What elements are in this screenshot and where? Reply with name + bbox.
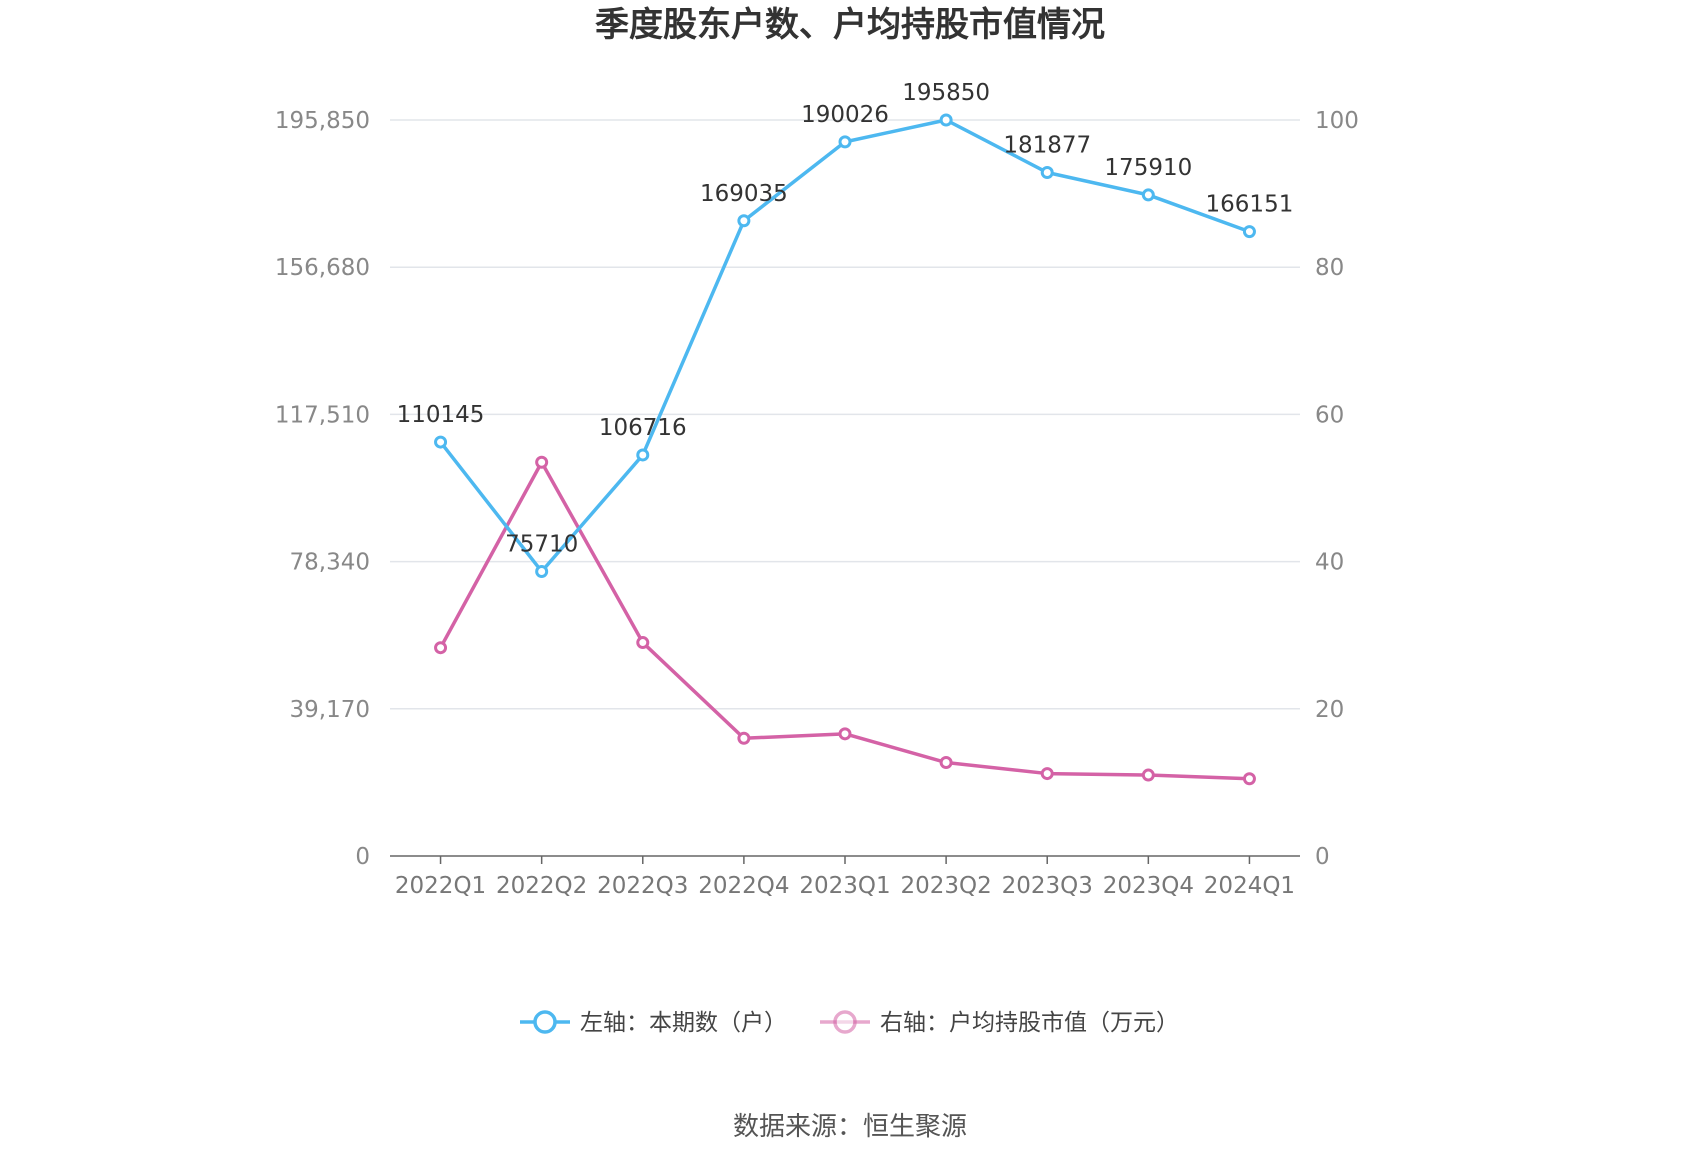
left-tick-label: 39,170 <box>290 697 370 723</box>
legend-label-left: 左轴：本期数（户） <box>580 1010 787 1036</box>
left-tick-label: 156,680 <box>275 255 370 281</box>
data-point-left <box>737 214 751 228</box>
x-tick-label: 2022Q1 <box>395 873 486 899</box>
x-tick-label: 2022Q4 <box>698 873 789 899</box>
data-point-left <box>535 564 549 578</box>
series-layer: 110145 75710 106716 169035 190026 195850 18187… <box>397 80 1294 786</box>
data-point-right <box>535 455 549 469</box>
right-tick-label: 40 <box>1315 550 1344 576</box>
x-axis: 2022Q1 2022Q2 2022Q3 2022Q4 2023Q1 2023Q2 2023… <box>390 855 1300 899</box>
legend-marker-left <box>533 1010 557 1034</box>
x-tick-label: 2022Q2 <box>496 873 587 899</box>
data-label: 169035 <box>700 181 788 207</box>
x-tick-label: 2024Q1 <box>1204 873 1295 899</box>
right-axis-ticks: 0 20 40 60 80 100 <box>1315 108 1359 870</box>
x-tick-label: 2023Q1 <box>799 873 890 899</box>
data-point-right <box>939 756 953 770</box>
data-label: 181877 <box>1003 133 1091 159</box>
x-tick-label: 2022Q3 <box>597 873 688 899</box>
data-point-right <box>838 727 852 741</box>
legend-label-right: 右轴：户均持股市值（万元） <box>880 1010 1179 1036</box>
grid-lines <box>390 119 1300 710</box>
data-point-right <box>1242 772 1256 786</box>
legend-marker-right <box>833 1010 857 1034</box>
left-tick-label: 195,850 <box>275 108 370 134</box>
data-label: 75710 <box>505 531 578 557</box>
chart-title: 季度股东户数、户均持股市值情况 <box>595 5 1105 45</box>
series-line-left <box>439 118 1251 574</box>
legend: 左轴：本期数（户） 右轴：户均持股市值（万元） <box>520 1010 1179 1036</box>
data-label: 175910 <box>1104 155 1192 181</box>
right-tick-label: 60 <box>1315 402 1344 428</box>
right-tick-label: 0 <box>1315 844 1330 870</box>
left-tick-label: 78,340 <box>290 550 370 576</box>
data-point-right <box>1040 767 1054 781</box>
data-label: 166151 <box>1206 192 1294 218</box>
right-tick-label: 80 <box>1315 255 1344 281</box>
data-point-right <box>636 636 650 650</box>
data-label: 190026 <box>801 102 889 128</box>
right-tick-label: 20 <box>1315 697 1344 723</box>
data-point-left <box>1242 225 1256 239</box>
data-label: 106716 <box>599 415 687 441</box>
left-axis-ticks: 0 39,170 78,340 117,510 156,680 195,850 <box>275 108 370 870</box>
data-label: 195850 <box>902 80 990 106</box>
x-tick-label: 2023Q4 <box>1103 873 1194 899</box>
right-tick-label: 100 <box>1315 108 1359 134</box>
data-point-left <box>1141 188 1155 202</box>
data-label: 110145 <box>397 402 485 428</box>
x-tick-label: 2023Q2 <box>900 873 991 899</box>
data-point-right <box>434 641 448 655</box>
data-point-left <box>434 435 448 449</box>
source-note: 数据来源：恒生聚源 <box>733 1112 967 1142</box>
left-tick-label: 117,510 <box>275 402 370 428</box>
x-tick-label: 2023Q3 <box>1002 873 1093 899</box>
left-tick-label: 0 <box>355 844 370 870</box>
data-point-left <box>1040 166 1054 180</box>
data-point-left <box>939 113 953 127</box>
data-point-right <box>1141 768 1155 782</box>
data-point-left <box>838 135 852 149</box>
data-point-right <box>737 731 751 745</box>
data-point-left <box>636 448 650 462</box>
